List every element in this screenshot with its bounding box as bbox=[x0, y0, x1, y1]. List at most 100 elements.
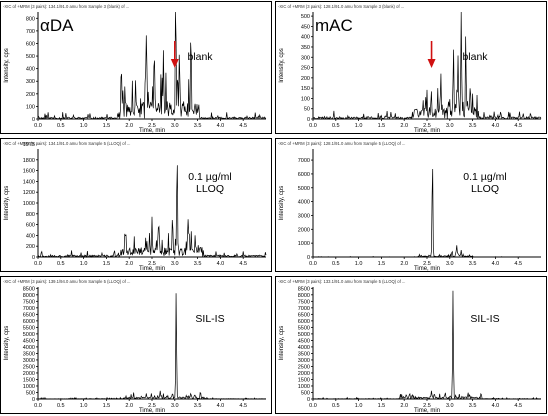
chromatogram-trace bbox=[312, 290, 542, 401]
y-tick-label: 1500 bbox=[298, 377, 310, 383]
sample-label: SIL-IS bbox=[470, 313, 499, 325]
y-axis-label: Intensity, cps bbox=[279, 48, 285, 83]
x-tick-label: 4.0 bbox=[492, 403, 500, 409]
y-tick-label: 3000 bbox=[298, 358, 310, 364]
y-tick-label: 5000 bbox=[23, 332, 35, 338]
y-tick-label: 8000 bbox=[23, 293, 35, 299]
x-tick-label: 3.0 bbox=[171, 123, 179, 129]
y-tick-label: 4500 bbox=[298, 338, 310, 344]
y-tick-label: 3500 bbox=[23, 351, 35, 357]
y-tick-label: 200 bbox=[26, 244, 35, 250]
sample-label: SIL-IS bbox=[195, 313, 224, 325]
sample-label: LLOQ bbox=[471, 183, 499, 195]
y-tick-label: 700 bbox=[26, 29, 35, 35]
x-axis-label: Time, min bbox=[414, 266, 440, 272]
x-tick-label: 3.5 bbox=[194, 261, 202, 267]
y-tick-label: 4000 bbox=[23, 345, 35, 351]
panel-frame bbox=[275, 276, 547, 414]
x-tick-label: 3.0 bbox=[446, 403, 454, 409]
y-tick-label: 150 bbox=[301, 86, 310, 92]
x-tick-label: 0.0 bbox=[309, 261, 317, 267]
x-tick-label: 1.5 bbox=[378, 261, 386, 267]
y-axis-label: Intensity, cps bbox=[4, 186, 10, 221]
x-tick-label: 0.5 bbox=[332, 261, 340, 267]
panel-header: -XIC of +MRM (3 pairs): 133.1/91.0 amu f… bbox=[278, 279, 405, 284]
y-tick-label: 7000 bbox=[23, 306, 35, 312]
y-tick-label: 7000 bbox=[298, 306, 310, 312]
y-tick-label: 1600 bbox=[23, 169, 35, 175]
x-tick-label: 1.0 bbox=[355, 403, 363, 409]
x-tick-label: 0.0 bbox=[34, 403, 42, 409]
x-tick-label: 3.5 bbox=[469, 123, 477, 129]
y-tick-label: 1400 bbox=[23, 179, 35, 185]
x-tick-label: 4.5 bbox=[239, 123, 247, 129]
y-tick-label: 4500 bbox=[23, 338, 35, 344]
y-tick-label: 2500 bbox=[23, 364, 35, 370]
y-tick-label: 7500 bbox=[298, 299, 310, 305]
x-tick-label: 4.0 bbox=[217, 403, 225, 409]
analyte-label: αDA bbox=[40, 16, 74, 35]
y-tick-label: 300 bbox=[26, 79, 35, 85]
y-tick-label: 1500 bbox=[23, 377, 35, 383]
x-tick-label: 4.5 bbox=[239, 261, 247, 267]
chromatogram-trace bbox=[312, 11, 542, 121]
x-tick-label: 1.0 bbox=[80, 403, 88, 409]
y-tick-label: 350 bbox=[301, 45, 310, 51]
chart-panel-top-right: -XIC of +MRM (3 pairs): 128.1/91.0 amu f… bbox=[275, 1, 547, 134]
x-tick-label: 4.0 bbox=[217, 261, 225, 267]
panel-header: -XIC of +MRM (3 pairs): 128.1/91.0 amu f… bbox=[278, 141, 405, 146]
chart-panel-middle-left: -XIC of +MRM (3 pairs): 134.1/91.0 amu f… bbox=[0, 138, 272, 272]
x-tick-label: 0.0 bbox=[34, 261, 42, 267]
x-tick-label: 2.0 bbox=[400, 261, 408, 267]
y-tick-label: 1000 bbox=[298, 384, 310, 390]
chromatogram-trace bbox=[312, 168, 542, 258]
x-tick-label: 3.5 bbox=[194, 123, 202, 129]
y-tick-label: 600 bbox=[26, 223, 35, 229]
y-tick-label: 0 bbox=[307, 397, 310, 403]
x-tick-label: 0.5 bbox=[332, 403, 340, 409]
y-tick-label: 450 bbox=[301, 24, 310, 30]
y-tick-label: 7000 bbox=[298, 158, 310, 164]
x-tick-label: 3.5 bbox=[469, 403, 477, 409]
x-tick-label: 1.0 bbox=[80, 123, 88, 129]
panel-header: -XIC of +MRM (3 pairs): 128.1/91.0 amu f… bbox=[278, 4, 404, 9]
y-tick-label: 0 bbox=[307, 255, 310, 261]
chromatogram-trace bbox=[37, 11, 267, 120]
y-tick-label: 300 bbox=[301, 55, 310, 61]
sample-label: blank bbox=[187, 51, 213, 63]
x-tick-label: 1.0 bbox=[355, 123, 363, 129]
x-tick-label: 0.0 bbox=[34, 123, 42, 129]
y-tick-label: 500 bbox=[26, 54, 35, 60]
y-tick-label: 3500 bbox=[298, 351, 310, 357]
x-tick-label: 4.0 bbox=[492, 123, 500, 129]
x-tick-label: 1.0 bbox=[355, 261, 363, 267]
x-tick-label: 2.5 bbox=[148, 123, 156, 129]
y-tick-label: 3000 bbox=[23, 358, 35, 364]
x-tick-label: 2.0 bbox=[400, 403, 408, 409]
y-tick-label: 400 bbox=[26, 67, 35, 73]
x-tick-label: 2.0 bbox=[125, 123, 133, 129]
x-tick-label: 2.5 bbox=[423, 123, 431, 129]
sample-label: LLOQ bbox=[196, 183, 224, 195]
x-tick-label: 3.5 bbox=[194, 403, 202, 409]
x-axis-label: Time, min bbox=[139, 408, 165, 414]
y-axis-label: Intensity, cps bbox=[4, 48, 10, 83]
x-tick-label: 4.5 bbox=[514, 261, 522, 267]
panel-frame bbox=[275, 1, 547, 134]
y-tick-label: 200 bbox=[301, 76, 310, 82]
x-tick-label: 4.0 bbox=[492, 261, 500, 267]
y-axis-label: Intensity, cps bbox=[279, 186, 285, 221]
y-tick-label: 600 bbox=[26, 41, 35, 47]
x-tick-label: 4.5 bbox=[514, 123, 522, 129]
y-tick-label: 5000 bbox=[298, 186, 310, 192]
y-tick-label: 6000 bbox=[23, 319, 35, 325]
y-tick-label: 2000 bbox=[298, 371, 310, 377]
analyte-label: mAC bbox=[315, 16, 353, 35]
y-tick-label: 800 bbox=[26, 212, 35, 218]
y-tick-label: 2500 bbox=[298, 364, 310, 370]
y-tick-label: 2000 bbox=[298, 227, 310, 233]
x-axis-label: Time, min bbox=[139, 128, 165, 134]
x-tick-label: 1.5 bbox=[103, 403, 111, 409]
y-tick-label: 8500 bbox=[23, 286, 35, 292]
